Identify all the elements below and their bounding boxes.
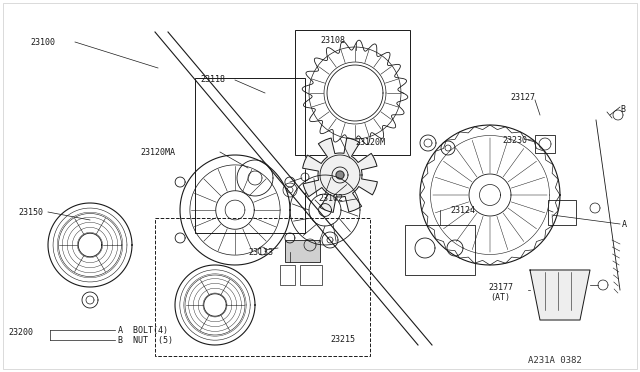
Text: 23120M: 23120M <box>355 138 385 147</box>
Text: 23118: 23118 <box>200 75 225 84</box>
Bar <box>548 200 576 225</box>
Polygon shape <box>303 138 378 212</box>
Bar <box>195 78 305 233</box>
Text: 23108: 23108 <box>320 36 345 45</box>
Bar <box>295 30 410 155</box>
Bar <box>300 265 322 285</box>
Text: B  NUT  (5): B NUT (5) <box>118 336 173 345</box>
Text: 23215: 23215 <box>330 335 355 344</box>
Polygon shape <box>336 171 344 179</box>
Bar <box>280 265 295 285</box>
Bar <box>405 225 475 275</box>
Bar <box>155 218 370 356</box>
Text: 23200: 23200 <box>8 328 33 337</box>
Text: (AT): (AT) <box>490 293 510 302</box>
Bar <box>535 135 555 153</box>
Text: 23127: 23127 <box>510 93 535 102</box>
Text: A231A 0382: A231A 0382 <box>528 356 582 365</box>
Text: 23133: 23133 <box>248 248 273 257</box>
Text: A  BOLT(4): A BOLT(4) <box>118 326 168 335</box>
Text: 23102: 23102 <box>318 194 343 203</box>
Text: 23230: 23230 <box>502 136 527 145</box>
Text: 23177: 23177 <box>488 283 513 292</box>
Polygon shape <box>530 270 590 320</box>
Text: 23120MA: 23120MA <box>140 148 175 157</box>
Text: B: B <box>620 105 625 114</box>
Bar <box>285 240 320 262</box>
Text: 23100: 23100 <box>30 38 55 47</box>
Text: 23150: 23150 <box>18 208 43 217</box>
Text: 23124: 23124 <box>450 206 475 215</box>
Text: A: A <box>622 220 627 229</box>
